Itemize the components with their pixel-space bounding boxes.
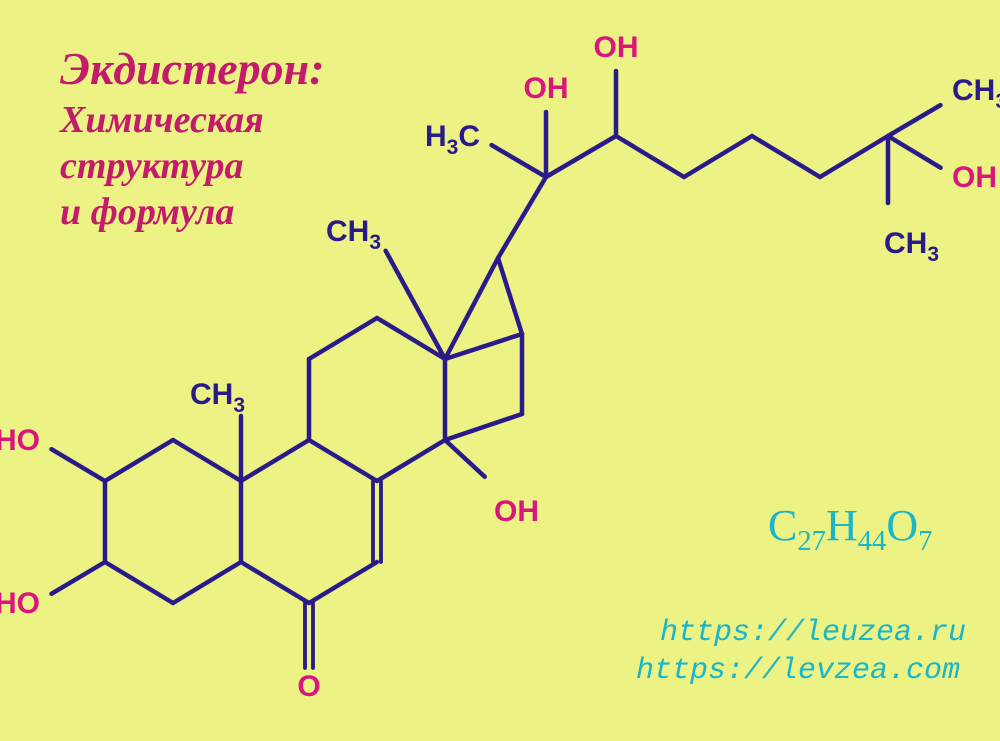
svg-text:OH: OH	[594, 31, 639, 64]
svg-text:O: O	[297, 670, 320, 703]
svg-text:H3C: H3C	[425, 120, 480, 159]
svg-text:CH3: CH3	[884, 227, 939, 266]
svg-text:CH3: CH3	[952, 74, 1000, 113]
svg-text:HO: HO	[0, 587, 40, 620]
svg-text:CH3: CH3	[190, 378, 245, 417]
molecule-structure: HO HO O OH CH3 CH3 H3C OH OH CH3 CH3 OH	[0, 0, 1000, 741]
svg-text:HO: HO	[0, 424, 40, 457]
svg-text:OH: OH	[494, 495, 539, 528]
svg-text:OH: OH	[952, 161, 997, 194]
diagram-stage: Экдистерон: Химическая структура и форму…	[0, 0, 1000, 741]
svg-text:CH3: CH3	[326, 215, 381, 254]
svg-text:OH: OH	[524, 72, 569, 105]
